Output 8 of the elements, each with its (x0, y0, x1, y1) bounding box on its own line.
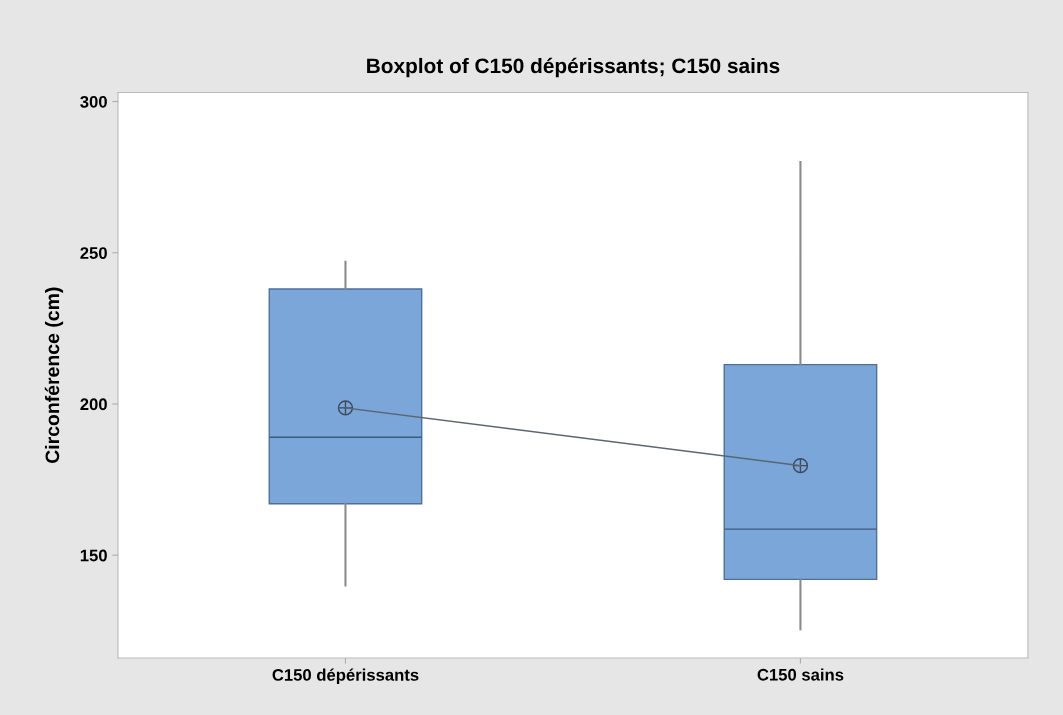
y-tick-label: 300 (80, 95, 107, 108)
y-tick-label: 200 (80, 398, 107, 411)
y-tick-label: 250 (80, 247, 107, 259)
chart-title: Boxplot of C150 dépérissants; C150 sains (367, 57, 780, 78)
y-tick-label: 150 (80, 549, 107, 562)
x-tick-label: C150 sains (757, 668, 844, 681)
x-tick-label: C150 dépérissants (272, 668, 419, 685)
y-axis-title: Circonférence (cm) (44, 287, 64, 464)
